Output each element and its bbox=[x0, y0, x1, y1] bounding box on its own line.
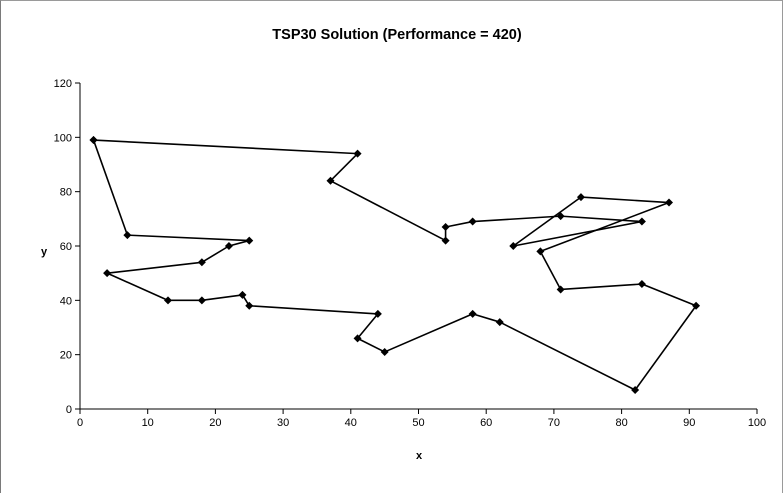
x-tick-label: 50 bbox=[412, 417, 424, 429]
x-tick-label: 10 bbox=[142, 417, 154, 429]
x-tick-label: 30 bbox=[277, 417, 289, 429]
route-segment bbox=[92, 139, 129, 236]
city-point bbox=[197, 258, 206, 267]
city-point bbox=[536, 247, 545, 256]
x-tick-label: 90 bbox=[683, 417, 695, 429]
city-point bbox=[245, 236, 254, 245]
x-tick-label: 80 bbox=[615, 417, 627, 429]
y-tick-label: 120 bbox=[54, 78, 72, 90]
city-point bbox=[326, 176, 335, 185]
city-point bbox=[238, 290, 247, 299]
route-segment bbox=[634, 305, 697, 391]
city-markers bbox=[89, 136, 701, 394]
route-segment bbox=[201, 294, 243, 302]
y-tick-label: 60 bbox=[60, 241, 72, 253]
y-axis-label: y bbox=[41, 246, 48, 258]
route-segment bbox=[499, 321, 636, 391]
city-point bbox=[164, 296, 173, 305]
route-segment bbox=[513, 220, 643, 247]
city-point bbox=[556, 285, 565, 294]
city-point bbox=[664, 198, 673, 207]
city-point bbox=[637, 280, 646, 289]
route-segment bbox=[580, 196, 670, 204]
city-point bbox=[224, 242, 233, 250]
route-segment bbox=[330, 180, 446, 242]
route-segment bbox=[384, 313, 473, 353]
route-segment bbox=[201, 245, 230, 263]
x-tick-label: 40 bbox=[345, 417, 357, 429]
city-point bbox=[103, 269, 112, 278]
y-tick-label: 0 bbox=[66, 404, 72, 416]
city-point bbox=[637, 217, 646, 226]
route-segment bbox=[357, 337, 386, 353]
y-tick-label: 80 bbox=[60, 187, 72, 199]
city-point bbox=[556, 212, 565, 221]
x-axis-label: x bbox=[416, 450, 423, 462]
city-point bbox=[441, 222, 450, 231]
city-point bbox=[468, 309, 477, 318]
route-segment bbox=[539, 251, 562, 290]
city-point bbox=[353, 149, 362, 158]
route-segment bbox=[512, 196, 582, 247]
route-segment bbox=[249, 304, 378, 315]
route-segment bbox=[560, 283, 642, 291]
route-segment bbox=[127, 234, 250, 242]
city-point bbox=[441, 236, 450, 245]
city-point bbox=[197, 296, 206, 305]
city-point bbox=[495, 318, 504, 327]
city-point bbox=[373, 309, 382, 318]
city-point bbox=[509, 242, 518, 250]
chart-title: TSP30 Solution (Performance = 420) bbox=[272, 27, 522, 43]
route-segment bbox=[106, 261, 202, 274]
city-point bbox=[692, 301, 701, 310]
city-point bbox=[380, 347, 389, 356]
route-segment bbox=[560, 215, 642, 223]
city-point bbox=[245, 301, 254, 310]
route-segment bbox=[356, 313, 379, 339]
tour-route bbox=[92, 139, 697, 391]
x-tick-label: 100 bbox=[748, 417, 766, 429]
city-point bbox=[468, 217, 477, 226]
route-segment bbox=[106, 272, 169, 302]
route-segment bbox=[472, 215, 561, 223]
route-segment bbox=[540, 201, 670, 253]
city-point bbox=[89, 136, 98, 145]
y-tick-label: 100 bbox=[54, 132, 72, 144]
route-segment bbox=[445, 220, 473, 228]
y-tick-label: 20 bbox=[60, 350, 72, 362]
route-segment bbox=[641, 283, 697, 307]
x-tick-label: 20 bbox=[209, 417, 221, 429]
y-tick-label: 40 bbox=[60, 295, 72, 307]
city-point bbox=[576, 193, 585, 202]
city-point bbox=[123, 231, 132, 240]
city-point bbox=[631, 385, 640, 394]
x-tick-label: 60 bbox=[480, 417, 492, 429]
route-segment bbox=[228, 239, 250, 247]
route-segment bbox=[329, 153, 359, 182]
route-segment bbox=[93, 139, 358, 155]
city-point bbox=[353, 334, 362, 343]
route-segment bbox=[472, 313, 500, 323]
plot-axes: 0 10 20 30 40 50 60 70 80 90 100 0 20 40 60 80 100 120 bbox=[54, 78, 767, 429]
x-tick-label: 70 bbox=[548, 417, 560, 429]
x-tick-label: 0 bbox=[77, 417, 83, 429]
